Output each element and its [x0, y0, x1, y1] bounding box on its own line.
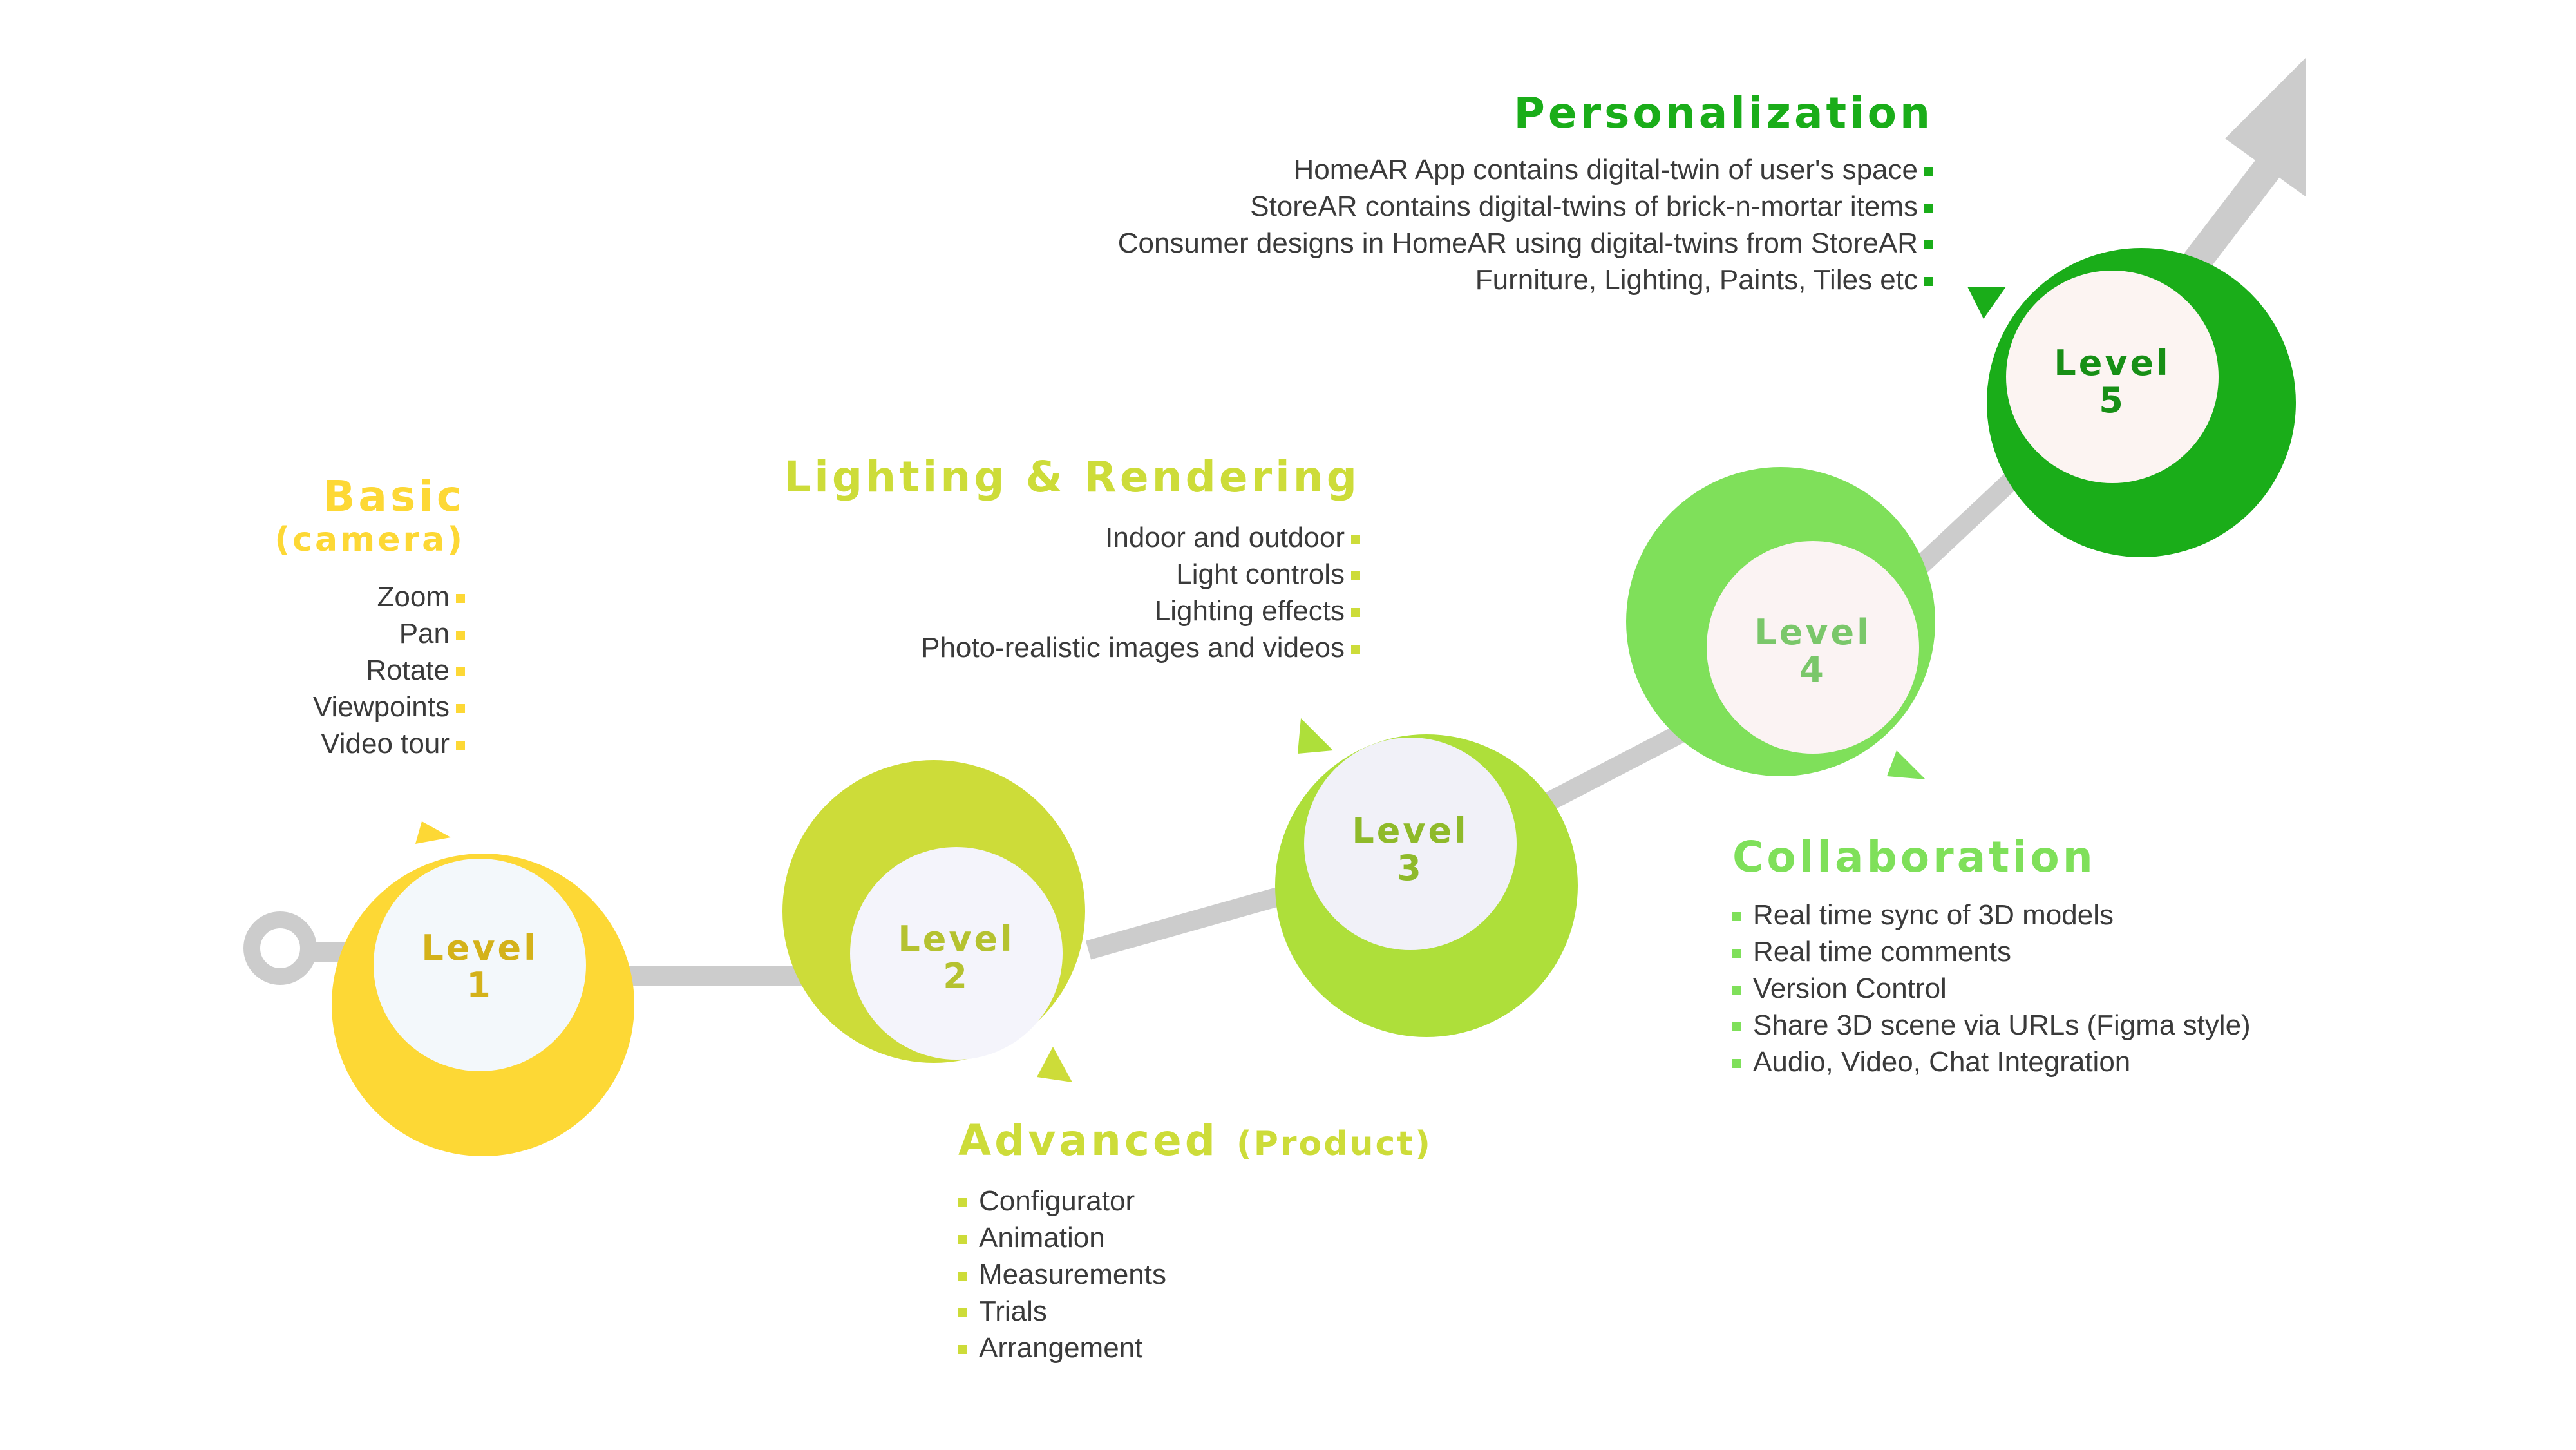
level-4-inner: [1707, 541, 1919, 754]
level-5-label: Level: [2054, 343, 2170, 383]
list-item: Trials: [958, 1293, 1432, 1330]
list-item: Pan: [274, 615, 465, 652]
level-1-pointer: [415, 821, 451, 844]
list-item: StoreAR contains digital-twins of brick-…: [1118, 188, 1933, 225]
bullet-icon: [456, 740, 465, 750]
personalization-list: HomeAR App contains digital-twin of user…: [1118, 151, 1933, 298]
basic-subtitle: (camera): [274, 520, 465, 559]
level-3-inner: [1304, 738, 1517, 950]
collaboration-block: Collaboration Real time sync of 3D model…: [1732, 834, 2251, 1080]
level-4-number: 4: [1799, 649, 1826, 690]
level-2-label: Level: [898, 919, 1014, 959]
level-1-label: Level: [421, 928, 538, 968]
level-1-node: Level 1: [332, 821, 634, 1156]
level-3-pointer: [1298, 718, 1333, 754]
level-5-pointer: [1967, 287, 2006, 319]
basic-list: Zoom Pan Rotate Viewpoints Video tour: [274, 578, 465, 762]
level-2-node: Level 2: [782, 760, 1085, 1082]
personalization-block: Personalization HomeAR App contains digi…: [1118, 90, 1933, 298]
list-item: Zoom: [274, 578, 465, 615]
bullet-icon: [1351, 534, 1360, 544]
bullet-icon: [958, 1271, 967, 1281]
list-item: Indoor and outdoor: [784, 519, 1360, 556]
level-5-number: 5: [2099, 380, 2126, 421]
lighting-list: Indoor and outdoor Light controls Lighti…: [784, 519, 1360, 666]
start-node: [243, 911, 317, 985]
bullet-icon: [1924, 276, 1933, 286]
bullet-icon: [1351, 644, 1360, 654]
list-item: HomeAR App contains digital-twin of user…: [1118, 151, 1933, 188]
bullet-icon: [456, 630, 465, 640]
bullet-icon: [1732, 1022, 1741, 1031]
advanced-block: Advanced (Product) Configurator Animatio…: [958, 1116, 1432, 1366]
lighting-title: Lighting & Rendering: [784, 452, 1360, 502]
bullet-icon: [456, 703, 465, 713]
connector-4-5: [1909, 463, 2029, 577]
list-item: Viewpoints: [274, 689, 465, 725]
level-5-node: Level 5: [1967, 248, 2296, 557]
level-4-pointer: [1887, 750, 1926, 779]
level-1-number: 1: [466, 965, 493, 1006]
level-5-inner: [2006, 271, 2219, 483]
level-3-label: Level: [1352, 810, 1468, 851]
list-item: Light controls: [784, 556, 1360, 593]
list-item: Photo-realistic images and videos: [784, 629, 1360, 666]
collaboration-title: Collaboration: [1732, 832, 2096, 882]
list-item: Consumer designs in HomeAR using digital…: [1118, 225, 1933, 262]
bullet-icon: [958, 1308, 967, 1317]
list-item: Rotate: [274, 652, 465, 689]
bullet-icon: [456, 593, 465, 603]
advanced-subtitle: (Product): [1236, 1125, 1432, 1163]
bullet-icon: [456, 667, 465, 676]
bullet-icon: [958, 1197, 967, 1207]
advanced-heading: Advanced (Product): [958, 1116, 1432, 1165]
bullet-icon: [958, 1234, 967, 1244]
list-item: Lighting effects: [784, 593, 1360, 629]
bullet-icon: [1924, 203, 1933, 213]
list-item: Furniture, Lighting, Paints, Tiles etc: [1118, 262, 1933, 298]
level-3-number: 3: [1397, 848, 1424, 888]
level-1-inner: [374, 859, 586, 1071]
growth-arrow: [2177, 58, 2306, 280]
basic-block: Basic (camera) Zoom Pan Rotate Viewpoint…: [274, 473, 465, 762]
bullet-icon: [1924, 240, 1933, 249]
list-item: Real time comments: [1732, 933, 2251, 970]
bullet-icon: [1924, 166, 1933, 176]
bullet-icon: [1732, 911, 1741, 921]
list-item: Video tour: [274, 725, 465, 762]
level-4-label: Level: [1754, 612, 1871, 653]
basic-title: Basic: [323, 472, 465, 521]
bullet-icon: [1351, 607, 1360, 617]
connector-2-3: [1085, 882, 1298, 960]
level-2-pointer: [1037, 1047, 1072, 1082]
collaboration-list: Real time sync of 3D models Real time co…: [1732, 897, 2251, 1080]
list-item: Version Control: [1732, 970, 2251, 1007]
level-2-inner: [850, 847, 1063, 1060]
list-item: Measurements: [958, 1256, 1432, 1293]
list-item: Configurator: [958, 1183, 1432, 1219]
bullet-icon: [1351, 571, 1360, 580]
list-item: Audio, Video, Chat Integration: [1732, 1044, 2251, 1080]
personalization-title: Personalization: [1513, 88, 1933, 138]
lighting-block: Lighting & Rendering Indoor and outdoor …: [784, 452, 1360, 666]
advanced-list: Configurator Animation Measurements Tria…: [958, 1183, 1432, 1366]
list-item: Arrangement: [958, 1330, 1432, 1366]
level-4-node: Level 4: [1626, 467, 1935, 779]
level-2-number: 2: [943, 956, 970, 997]
list-item: Real time sync of 3D models: [1732, 897, 2251, 933]
level-3-node: Level 3: [1275, 718, 1578, 1037]
bullet-icon: [958, 1344, 967, 1354]
advanced-title: Advanced: [958, 1116, 1218, 1165]
bullet-icon: [1732, 1058, 1741, 1068]
list-item: Share 3D scene via URLs (Figma style): [1732, 1007, 2251, 1044]
list-item: Animation: [958, 1219, 1432, 1256]
bullet-icon: [1732, 948, 1741, 958]
bullet-icon: [1732, 985, 1741, 995]
